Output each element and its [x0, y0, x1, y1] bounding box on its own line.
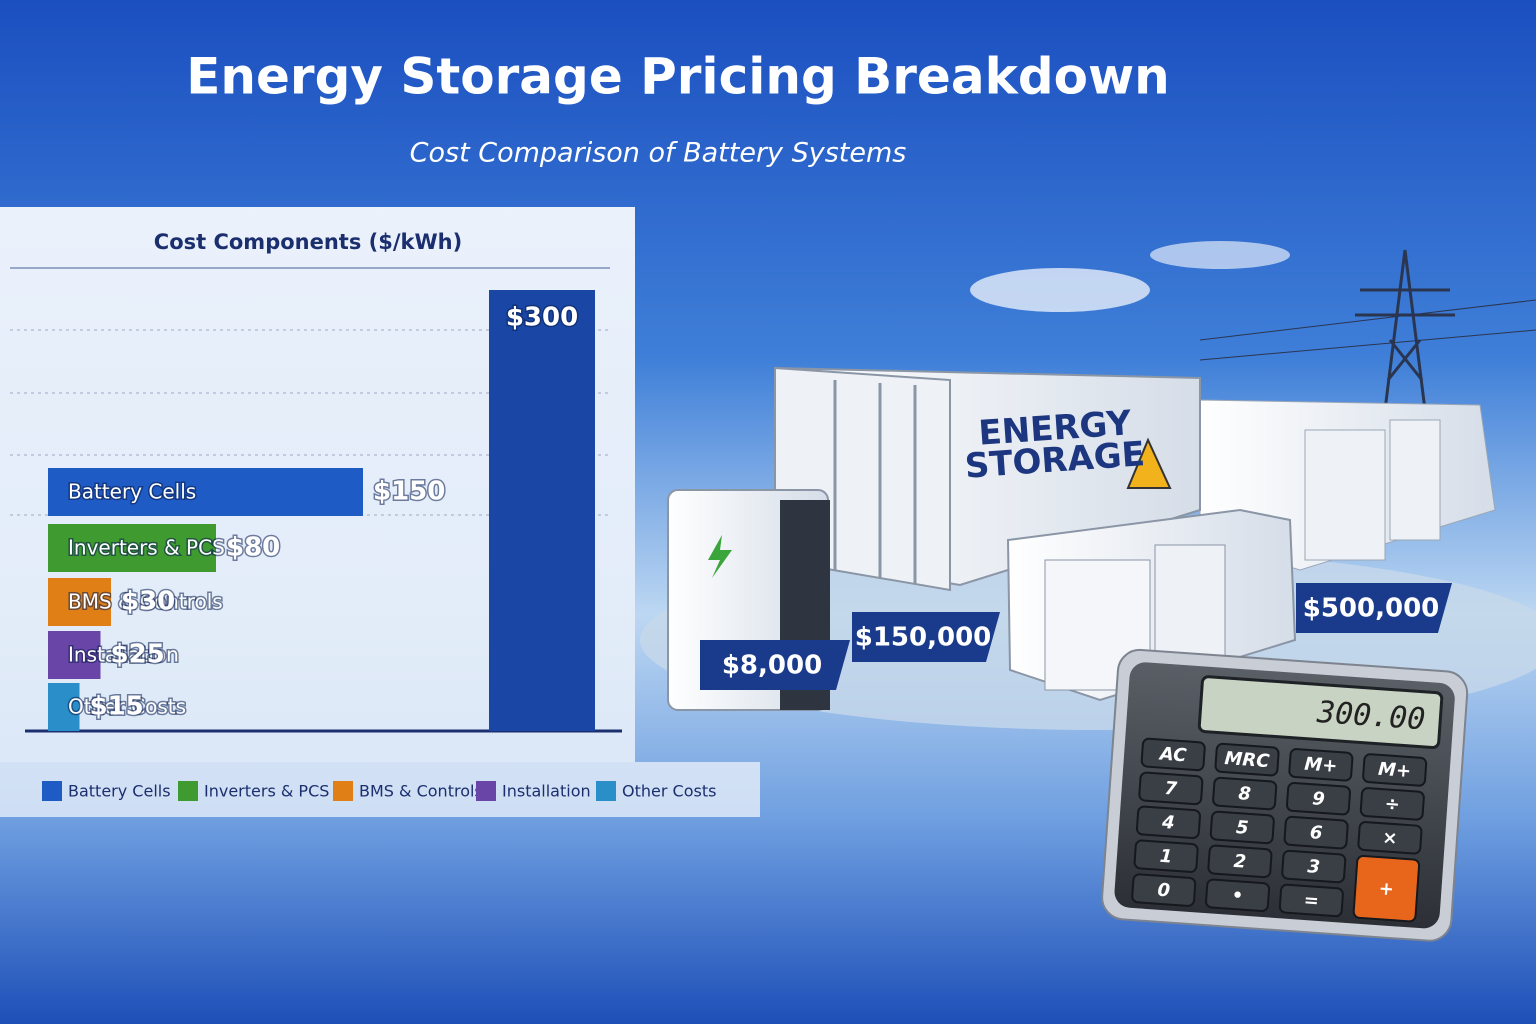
- calculator-key-label: 4: [1160, 812, 1175, 834]
- calculator-key: [1205, 878, 1271, 913]
- calculator-key-label: 7: [1164, 778, 1178, 800]
- calculator-key-label: 3: [1307, 856, 1321, 878]
- calculator-key: [1362, 753, 1428, 787]
- bar-value: $80: [226, 533, 280, 563]
- price-tag: [1296, 583, 1452, 633]
- calculator-key: [1278, 883, 1344, 918]
- calculator-display: 300.00: [1315, 695, 1427, 738]
- bar: [48, 468, 363, 516]
- chart-title: Cost Components ($/kWh): [154, 230, 462, 254]
- price-tag: [852, 612, 1000, 662]
- bar: [48, 683, 80, 731]
- calculator-key: [1133, 839, 1199, 873]
- bar-label: Installation: [68, 643, 179, 667]
- legend-swatch: [42, 781, 62, 801]
- legend-swatch: [476, 781, 496, 801]
- cabinets: [1006, 508, 1297, 702]
- calculator: 300.00 AC MRC M+ M+ 7 8 9 ÷ 4 5 6 × 1 2 3 0 • = +: [1101, 648, 1469, 942]
- calculator-key-label: ×: [1382, 827, 1399, 849]
- calculator-key: [1285, 781, 1351, 816]
- price-tag-label: $500,000: [1303, 594, 1440, 624]
- calculator-key: [1212, 776, 1278, 811]
- calculator-key: [1359, 787, 1425, 821]
- bar-label: Battery Cells: [68, 480, 196, 504]
- calculator-key-label: AC: [1157, 743, 1188, 766]
- total-bar: [489, 290, 595, 731]
- bar: [48, 631, 101, 679]
- calculator-key: [1281, 849, 1347, 884]
- calculator-key-label: 8: [1238, 783, 1252, 805]
- legend-label: BMS & Controls: [359, 782, 483, 801]
- calculator-key: [1209, 810, 1275, 845]
- price-tag-label: $150,000: [855, 623, 992, 653]
- legend-label: Installation: [502, 782, 591, 801]
- page-subtitle: Cost Comparison of Battery Systems: [410, 138, 907, 169]
- legend-swatch: [333, 781, 353, 801]
- calculator-key-label: 2: [1233, 851, 1247, 873]
- calculator-key: [1283, 815, 1349, 850]
- calculator-key: [1214, 742, 1280, 777]
- bar: [48, 524, 216, 572]
- calculator-key: [1352, 854, 1421, 923]
- bar-label: BMS & Controls: [68, 590, 223, 614]
- price-tag: [700, 640, 850, 690]
- calculator-key-label: ÷: [1384, 793, 1401, 815]
- calculator-key: [1131, 873, 1197, 907]
- calculator-key-label: 5: [1235, 817, 1249, 839]
- calculator-key-label: +: [1378, 878, 1395, 900]
- calculator-key: [1207, 844, 1273, 879]
- calculator-key: [1357, 821, 1423, 855]
- calculator-key-label: 6: [1309, 822, 1323, 844]
- calculator-key-label: =: [1303, 890, 1320, 912]
- legend-panel: [0, 762, 760, 817]
- calculator-key-label: 1: [1159, 846, 1173, 868]
- calculator-key-label: •: [1231, 885, 1244, 907]
- bar-label: Inverters & PCS: [68, 536, 225, 560]
- calculator-key: [1135, 805, 1201, 840]
- legend-label: Battery Cells: [68, 782, 171, 801]
- cloud: [970, 268, 1150, 312]
- cloud: [1150, 241, 1290, 269]
- bar-value: $15: [90, 692, 144, 722]
- calculator-key-label: M+: [1304, 754, 1338, 777]
- legend-swatch: [596, 781, 616, 801]
- total-label: $300: [506, 303, 578, 333]
- price-tag-label: $8,000: [722, 651, 822, 681]
- legend-label: Inverters & PCS: [204, 782, 329, 801]
- power-tower: [1199, 249, 1536, 411]
- calculator-key-label: 9: [1311, 788, 1325, 810]
- bar-value: $150: [373, 477, 445, 507]
- bar: [48, 578, 111, 626]
- calculator-key: [1140, 737, 1206, 772]
- legend-swatch: [178, 781, 198, 801]
- calculator-key: [1138, 771, 1204, 806]
- page-title: Energy Storage Pricing Breakdown: [186, 48, 1170, 106]
- bar-value: $25: [111, 640, 165, 670]
- legend-label: Other Costs: [622, 782, 716, 801]
- calculator-key-label: 0: [1157, 880, 1171, 902]
- bar-value: $30: [121, 587, 175, 617]
- bar-label: Other Costs: [68, 695, 186, 719]
- calculator-key-label: M+: [1377, 759, 1411, 782]
- calculator-key-label: MRC: [1224, 748, 1271, 772]
- calculator-key: [1288, 748, 1354, 782]
